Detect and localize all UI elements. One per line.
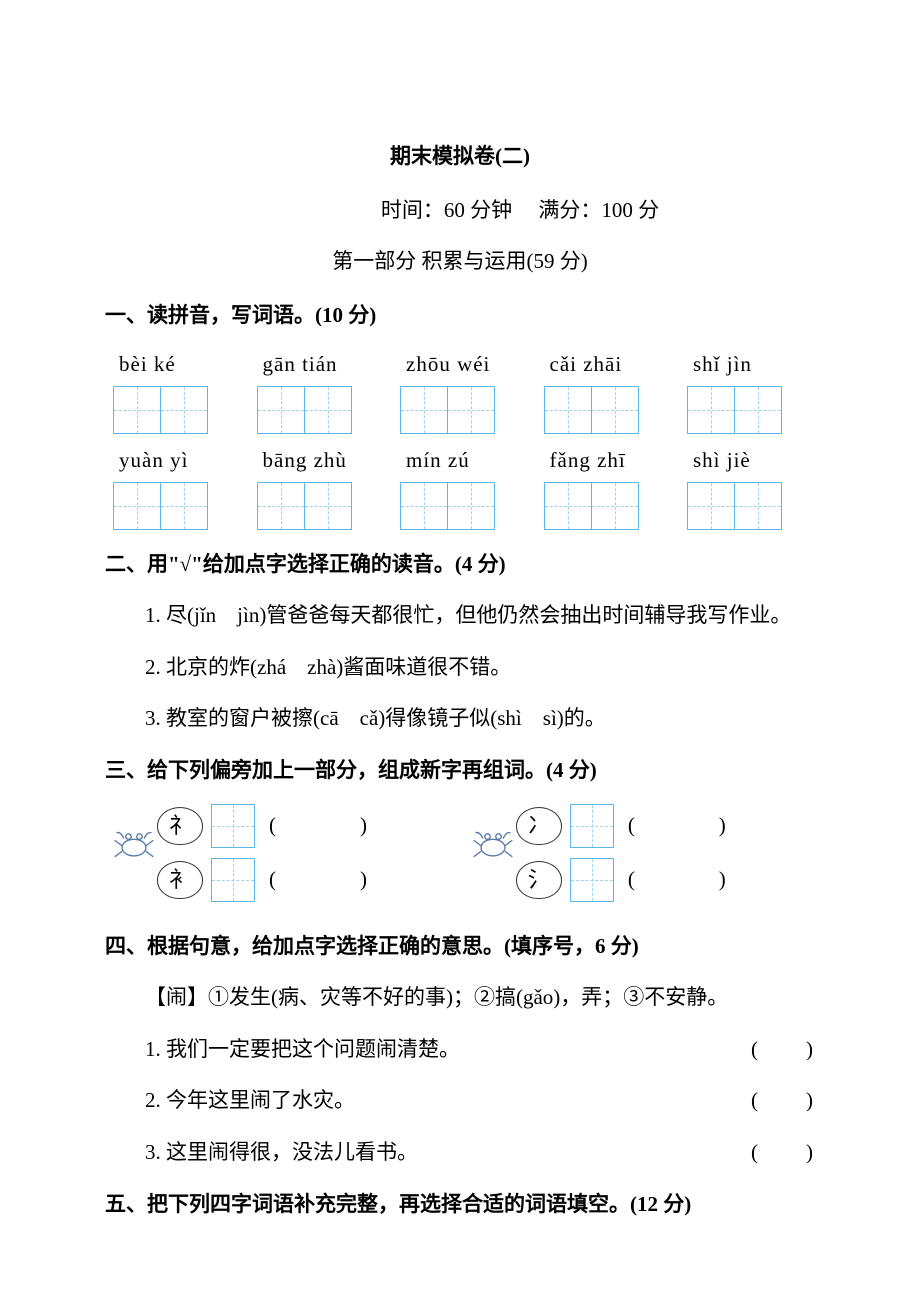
tianzi-box[interactable] — [591, 386, 639, 434]
radical-bubble: 冫 — [516, 807, 562, 845]
q2-item: 3. 教室的窗户被擦(cā cǎ)得像镜子似(shì sì)的。 — [145, 702, 815, 736]
tianzi-box[interactable] — [734, 386, 782, 434]
answer-paren[interactable]: ( ) — [751, 1084, 815, 1118]
answer-paren[interactable]: ( ) — [751, 1033, 815, 1067]
q5-heading: 五、把下列四字词语补充完整，再选择合适的词语填空。(12 分) — [105, 1188, 815, 1222]
tianzi-box[interactable] — [544, 482, 592, 530]
tianzi-box[interactable] — [687, 386, 735, 434]
tianzi-box[interactable] — [400, 386, 448, 434]
radical-bubble: 衤 — [157, 861, 203, 899]
tianzi-pair — [113, 386, 233, 434]
crab-icon — [470, 820, 516, 866]
q3-wrap: 礻 ( ) 衤 ( ) 冫 ( ) 氵 ( ) — [115, 804, 805, 912]
tianzi-pair — [400, 386, 520, 434]
q3-line: 冫 ( ) — [474, 804, 805, 848]
answer-paren[interactable]: ( ) — [751, 1136, 815, 1170]
q3-left-col: 礻 ( ) 衤 ( ) — [115, 804, 446, 912]
q4-text: 1. 我们一定要把这个问题闹清楚。 — [145, 1033, 460, 1067]
tianzi-box[interactable] — [160, 482, 208, 530]
q3-right-col: 冫 ( ) 氵 ( ) — [474, 804, 805, 912]
blank-paren[interactable]: ( ) — [628, 809, 726, 843]
tianzi-pair — [544, 482, 664, 530]
tianzi-pair — [113, 482, 233, 530]
q2-heading: 二、用"√"给加点字选择正确的读音。(4 分) — [105, 548, 815, 582]
tianzi-box[interactable] — [304, 482, 352, 530]
tianzi-box[interactable] — [257, 482, 305, 530]
pinyin: zhōu wéi — [400, 348, 520, 382]
tianzi-box[interactable] — [257, 386, 305, 434]
time-label: 时间：60 分钟 — [381, 198, 512, 222]
blank-paren[interactable]: ( ) — [269, 809, 367, 843]
pinyin: shì jiè — [687, 444, 807, 478]
part1-title: 第一部分 积累与运用(59 分) — [105, 245, 815, 279]
tianzi-pair — [257, 386, 377, 434]
tianzi-box[interactable] — [544, 386, 592, 434]
tianzi-pair — [687, 386, 807, 434]
pinyin: cǎi zhāi — [544, 348, 664, 382]
tianzi-box[interactable] — [591, 482, 639, 530]
box-row-1 — [105, 386, 815, 434]
q2-item: 1. 尽(jǐn jìn)管爸爸每天都很忙，但他仍然会抽出时间辅导我写作业。 — [145, 599, 815, 633]
radical-bubble: 氵 — [516, 861, 562, 899]
tianzi-box[interactable] — [400, 482, 448, 530]
tianzi-box[interactable] — [211, 858, 255, 902]
q1-heading: 一、读拼音，写词语。(10 分) — [105, 299, 815, 333]
q4-def: 【闹】①发生(病、灾等不好的事)；②搞(gǎo)，弄；③不安静。 — [145, 981, 815, 1015]
tianzi-box[interactable] — [304, 386, 352, 434]
pinyin-row-1: bèi ké gān tián zhōu wéi cǎi zhāi shǐ jì… — [105, 348, 815, 382]
box-row-2 — [105, 482, 815, 530]
tianzi-pair — [544, 386, 664, 434]
q4-text: 2. 今年这里闹了水灾。 — [145, 1084, 355, 1118]
q3-line: 衤 ( ) — [115, 858, 446, 902]
q3-line: 氵 ( ) — [474, 858, 805, 902]
meta-line: 时间：60 分钟 满分：100 分 — [105, 194, 815, 228]
page-title: 期末模拟卷(二) — [105, 140, 815, 174]
q4-text: 3. 这里闹得很，没法儿看书。 — [145, 1136, 418, 1170]
tianzi-pair — [687, 482, 807, 530]
fullmark-label: 满分：100 分 — [538, 198, 659, 222]
tianzi-box[interactable] — [447, 482, 495, 530]
pinyin: fǎng zhī — [544, 444, 664, 478]
tianzi-pair — [257, 482, 377, 530]
tianzi-box[interactable] — [570, 804, 614, 848]
tianzi-box[interactable] — [734, 482, 782, 530]
q3-line: 礻 ( ) — [115, 804, 446, 848]
blank-paren[interactable]: ( ) — [269, 863, 367, 897]
tianzi-box[interactable] — [570, 858, 614, 902]
q2-item: 2. 北京的炸(zhá zhà)酱面味道很不错。 — [145, 651, 815, 685]
q4-item: 2. 今年这里闹了水灾。 ( ) — [145, 1084, 815, 1118]
q4-item: 3. 这里闹得很，没法儿看书。 ( ) — [145, 1136, 815, 1170]
crab-icon — [111, 820, 157, 866]
q4-item: 1. 我们一定要把这个问题闹清楚。 ( ) — [145, 1033, 815, 1067]
pinyin: yuàn yì — [113, 444, 233, 478]
radical-bubble: 礻 — [157, 807, 203, 845]
pinyin: gān tián — [257, 348, 377, 382]
pinyin: shǐ jìn — [687, 348, 807, 382]
tianzi-box[interactable] — [113, 482, 161, 530]
pinyin: bāng zhù — [257, 444, 377, 478]
tianzi-box[interactable] — [447, 386, 495, 434]
q4-heading: 四、根据句意，给加点字选择正确的意思。(填序号，6 分) — [105, 930, 815, 964]
pinyin-row-2: yuàn yì bāng zhù mín zú fǎng zhī shì jiè — [105, 444, 815, 478]
tianzi-pair — [400, 482, 520, 530]
pinyin: mín zú — [400, 444, 520, 478]
tianzi-box[interactable] — [160, 386, 208, 434]
tianzi-box[interactable] — [687, 482, 735, 530]
pinyin: bèi ké — [113, 348, 233, 382]
q3-heading: 三、给下列偏旁加上一部分，组成新字再组词。(4 分) — [105, 754, 815, 788]
blank-paren[interactable]: ( ) — [628, 863, 726, 897]
tianzi-box[interactable] — [211, 804, 255, 848]
tianzi-box[interactable] — [113, 386, 161, 434]
